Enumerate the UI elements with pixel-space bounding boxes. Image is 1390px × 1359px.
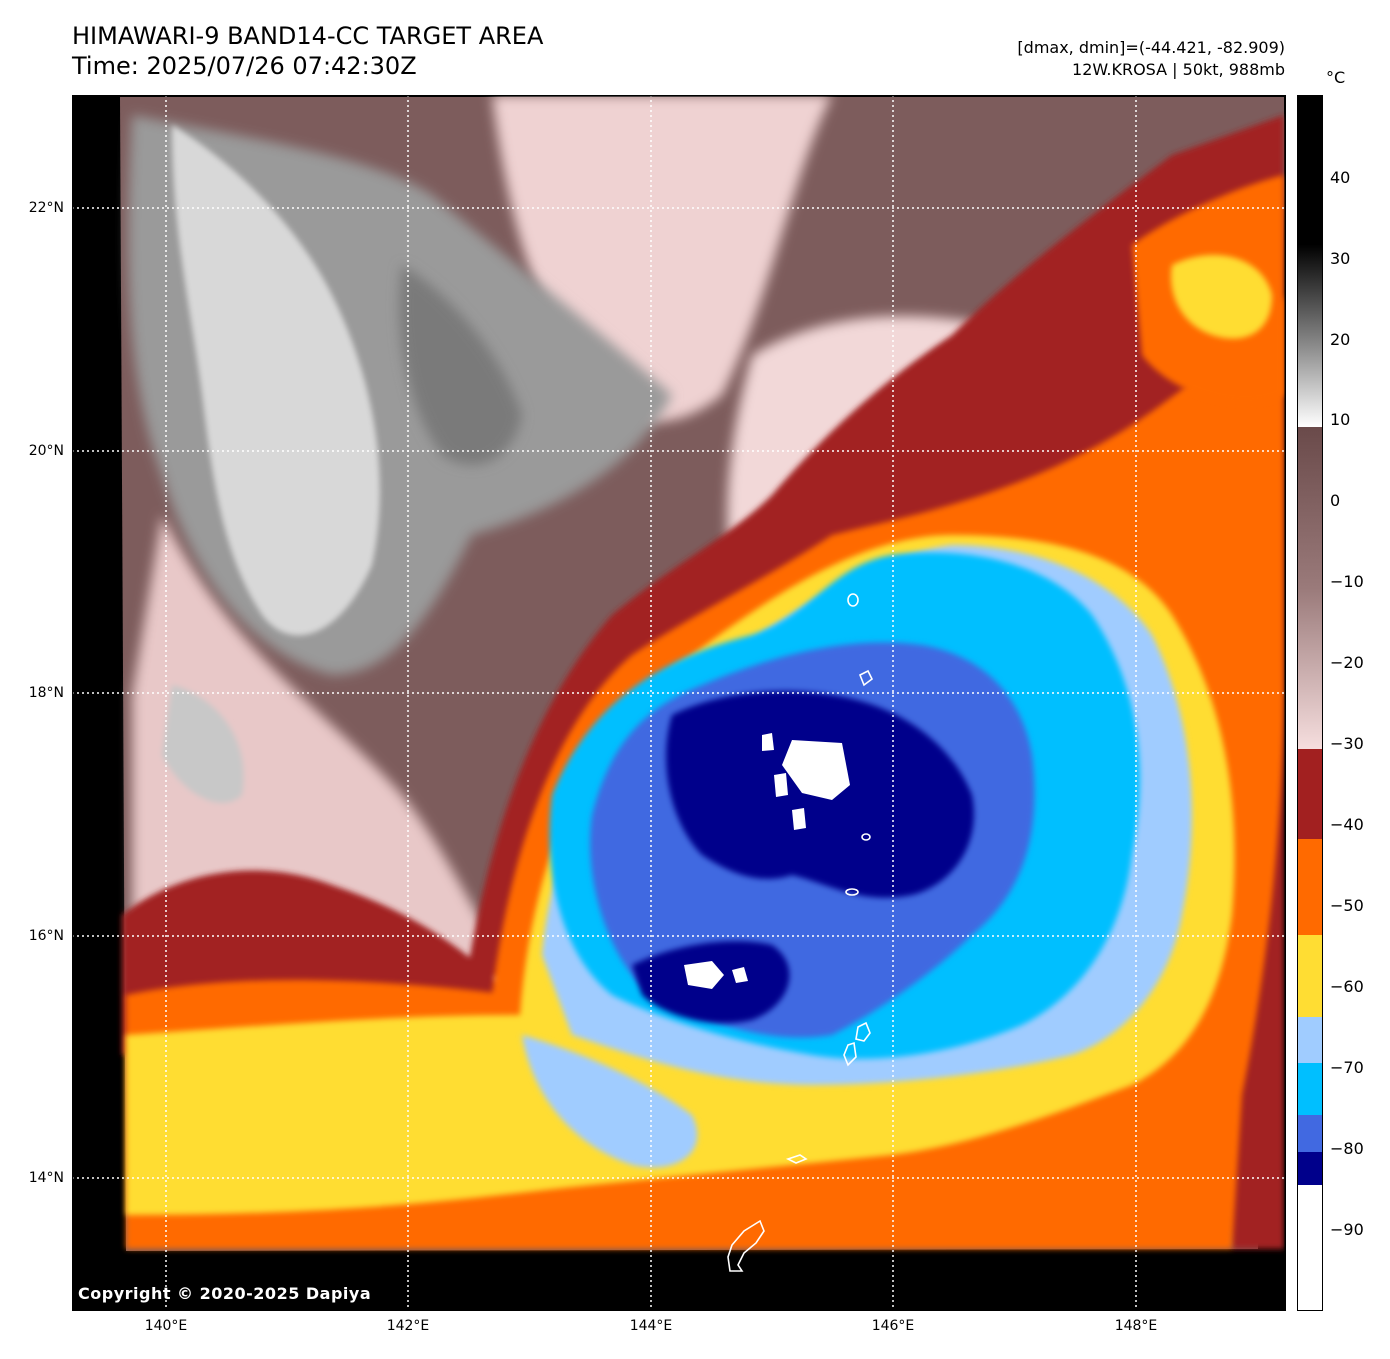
rota-island xyxy=(785,1154,808,1164)
colorbar-segment-orange xyxy=(1297,839,1323,935)
colorbar-segment-gray xyxy=(1297,95,1323,427)
colorbar-tick-minus-30: −30 xyxy=(1330,734,1364,753)
colorbar-tick-minus-80: −80 xyxy=(1330,1139,1364,1158)
colorbar-tick-minus-90: −90 xyxy=(1330,1220,1364,1239)
lon-label-146e: 146°E xyxy=(871,1318,915,1334)
graticule xyxy=(72,95,1286,1311)
temperature-range: [dmax, dmin]=(-44.421, -82.909) xyxy=(1017,38,1285,57)
colorbar-segment-white xyxy=(1297,1185,1323,1311)
pagan-island xyxy=(858,669,874,687)
colorbar-unit: °C xyxy=(1326,68,1346,87)
colorbar-segment-yellow xyxy=(1297,935,1323,1017)
island-outlines xyxy=(727,593,874,1272)
colorbar-tick-minus-20: −20 xyxy=(1330,653,1364,672)
lat-label-20n: 20°N xyxy=(28,443,64,459)
colorbar-segment-navy xyxy=(1297,1152,1323,1185)
colorbar-tick-minus-60: −60 xyxy=(1330,977,1364,996)
map-timestamp: Time: 2025/07/26 07:42:30Z xyxy=(72,52,417,80)
colorbar-tick-minus-50: −50 xyxy=(1330,896,1364,915)
lon-label-144e: 144°E xyxy=(629,1318,673,1334)
colorbar-tick-10: 10 xyxy=(1330,410,1351,429)
guam-island xyxy=(727,1219,765,1272)
tinian-island xyxy=(843,1041,857,1067)
colorbar-tick-minus-70: −70 xyxy=(1330,1058,1364,1077)
anatahan-island xyxy=(845,888,859,896)
saipan-island xyxy=(855,1021,871,1042)
colorbar-segment-cyan xyxy=(1297,1063,1323,1115)
lon-label-140e: 140°E xyxy=(144,1318,188,1334)
colorbar-tick-40: 40 xyxy=(1330,168,1351,187)
colorbar xyxy=(1297,95,1323,1311)
lat-label-14n: 14°N xyxy=(28,1170,64,1186)
colorbar-segment-dark-red xyxy=(1297,749,1323,839)
agrihan-island xyxy=(847,593,859,607)
colorbar-tick-minus-40: −40 xyxy=(1330,815,1364,834)
copyright-text: Copyright © 2020-2025 Dapiya xyxy=(78,1284,372,1303)
satellite-map xyxy=(72,95,1286,1311)
lon-label-148e: 148°E xyxy=(1114,1318,1158,1334)
colorbar-tick-30: 30 xyxy=(1330,249,1351,268)
colorbar-segment-brown xyxy=(1297,427,1323,749)
storm-info: 12W.KROSA | 50kt, 988mb xyxy=(1072,60,1285,79)
lat-label-22n: 22°N xyxy=(28,200,64,216)
map-title: HIMAWARI-9 BAND14-CC TARGET AREA xyxy=(72,22,544,50)
lat-label-18n: 18°N xyxy=(28,685,64,701)
colorbar-tick-0: 0 xyxy=(1330,491,1341,510)
alamagan-island xyxy=(861,833,871,841)
lon-label-142e: 142°E xyxy=(386,1318,430,1334)
coldest-core xyxy=(782,740,850,800)
colorbar-tick-minus-10: −10 xyxy=(1330,572,1364,591)
colorbar-segment-light-blue xyxy=(1297,1017,1323,1063)
colorbar-segment-blue xyxy=(1297,1115,1323,1152)
colorbar-tick-20: 20 xyxy=(1330,330,1351,349)
imagery xyxy=(120,95,1284,1251)
lat-label-16n: 16°N xyxy=(28,928,64,944)
